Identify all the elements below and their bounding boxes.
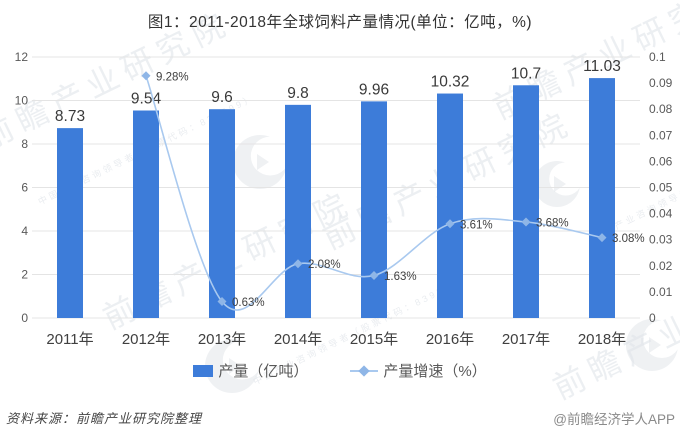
marker-2017年 [521,217,531,227]
svg-text:2011年: 2011年 [46,331,93,348]
svg-text:3.08%: 3.08% [612,233,645,245]
marker-2014年 [293,259,303,269]
bar-2017年 [513,85,539,319]
chart-title: 图1：2011-2018年全球饲料产量情况(单位：亿吨，%) [147,14,533,31]
legend-item-production: 产量（亿吨） [193,360,308,381]
svg-text:2015年: 2015年 [350,331,398,348]
svg-text:0.06: 0.06 [649,154,673,168]
svg-text:0.63%: 0.63% [232,297,265,309]
legend-item-growth: 产量增速（%） [350,360,487,381]
svg-text:9.6: 9.6 [211,89,233,106]
svg-text:8: 8 [21,137,28,151]
svg-text:9.96: 9.96 [359,81,389,98]
svg-text:0.1: 0.1 [649,50,666,64]
watermark-logo-icon [626,319,680,371]
svg-text:0.01: 0.01 [649,285,673,299]
legend-label-growth: 产量增速（%） [383,363,487,380]
marker-2013年 [217,297,227,307]
svg-text:2016年: 2016年 [426,331,474,348]
bar-2015年 [361,101,387,319]
right-axis-ticks: 0.1 0.09 0.08 0.07 0.06 0.05 0.04 0.03 0.02 0.01 0 [649,50,673,325]
line-markers [141,71,607,307]
svg-text:0: 0 [649,311,656,325]
svg-text:12: 12 [15,50,29,64]
marker-2015年 [369,270,379,280]
line-value-labels: 9.28% 0.63% 2.08% 1.63% 3.61% 3.68% 3.08% [156,71,645,309]
bar-2012年 [133,110,159,318]
credit-note: @前瞻经济学人APP [553,412,675,427]
svg-text:0.02: 0.02 [649,259,673,273]
svg-text:0.08: 0.08 [649,102,673,116]
source-note: 资料来源：前瞻产业研究院整理 [6,411,203,426]
bar-2013年 [209,109,235,318]
svg-text:2017年: 2017年 [502,331,550,348]
svg-text:3.61%: 3.61% [460,219,493,231]
line-marker-icon [350,364,379,377]
svg-text:4: 4 [21,224,28,238]
svg-text:2013年: 2013年 [198,331,246,348]
watermark-logo-icon [205,339,262,393]
svg-text:10.7: 10.7 [511,65,541,82]
svg-text:11.03: 11.03 [583,58,621,75]
bar-2018年 [589,78,615,318]
svg-text:6: 6 [21,181,28,195]
bar-series [57,78,615,319]
svg-text:10: 10 [15,94,29,108]
svg-text:10.32: 10.32 [431,74,470,91]
x-axis-labels: 2011年 2012年 2013年 2014年 2015年 2016年 2017年 2018年 [46,331,626,348]
svg-text:2012年: 2012年 [122,331,170,348]
svg-text:0.03: 0.03 [649,233,673,247]
watermark-logo-icon [534,161,583,207]
bar-swatch-icon [193,364,214,377]
svg-text:9.54: 9.54 [131,91,162,108]
svg-text:9.28%: 9.28% [156,71,189,83]
svg-text:2.08%: 2.08% [308,259,341,271]
svg-text:3.68%: 3.68% [536,217,569,229]
bar-value-labels: 8.73 9.54 9.6 9.8 9.96 10.32 10.7 11.03 [55,58,621,125]
marker-2018年 [597,233,607,243]
svg-text:0: 0 [21,311,28,325]
svg-text:0.09: 0.09 [649,76,673,90]
watermark-logo-icon [233,135,290,189]
marker-2016年 [445,219,455,229]
svg-text:1.63%: 1.63% [384,271,417,283]
left-axis-ticks: 12 10 8 6 4 2 0 [15,50,29,325]
legend-label-production: 产量（亿吨） [218,363,309,380]
svg-text:9.8: 9.8 [287,85,309,102]
svg-text:0.05: 0.05 [649,181,673,195]
svg-text:0.04: 0.04 [649,207,673,221]
svg-text:8.73: 8.73 [55,108,85,125]
legend: 产量（亿吨） 产量增速（%） [0,360,680,381]
svg-text:2018年: 2018年 [578,331,626,348]
svg-text:2: 2 [21,268,28,282]
growth-line [145,75,603,311]
svg-text:2014年: 2014年 [274,331,322,348]
bar-2016年 [437,93,463,318]
marker-2012年 [141,71,151,81]
bar-2014年 [285,104,311,318]
svg-text:0.07: 0.07 [649,128,673,142]
bar-2011年 [57,128,83,318]
